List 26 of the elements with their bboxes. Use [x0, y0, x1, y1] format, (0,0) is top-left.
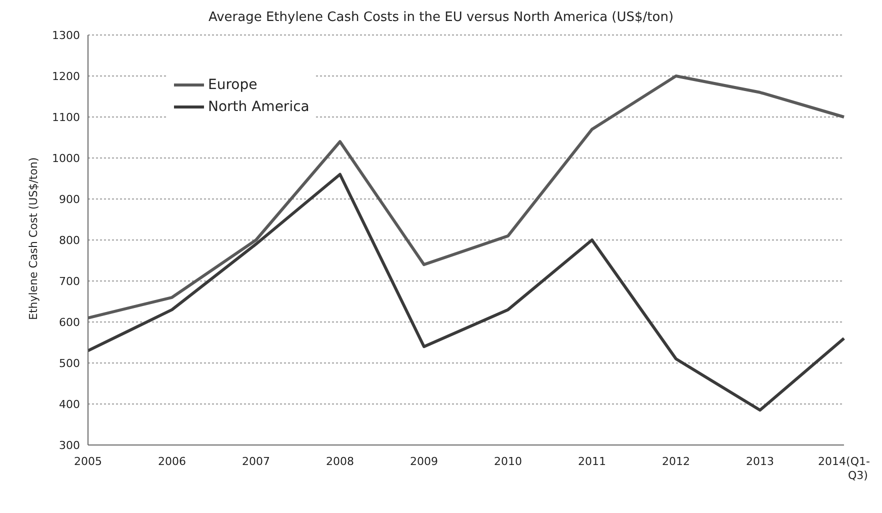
x-tick-label: 2007 — [242, 455, 270, 468]
x-tick-label: 2013 — [746, 455, 774, 468]
legend-label: Europe — [208, 76, 258, 95]
y-tick-label: 400 — [59, 398, 80, 411]
x-tick-label: 2014(Q1-Q3) — [818, 455, 870, 482]
y-tick-label: 300 — [59, 438, 80, 452]
x-tick-label: 2005 — [74, 455, 102, 468]
y-tick-label: 1200 — [52, 70, 80, 83]
line-series — [86, 172, 846, 412]
y-tick-label: 500 — [59, 356, 80, 370]
y-tick-label: 600 — [59, 316, 80, 329]
x-tick-label: 2008 — [326, 455, 354, 468]
x-tick-label: 2009 — [410, 455, 438, 468]
legend-label: North America — [208, 98, 310, 117]
y-axis-title: Ethylene Cash Cost (US$/ton) — [26, 157, 40, 320]
x-tick-label: 2011 — [578, 455, 606, 468]
y-tick-label: 1300 — [52, 28, 80, 42]
y-tick-label: 1000 — [52, 152, 80, 165]
y-tick-label: 1100 — [52, 110, 80, 124]
x-tick-label: 2012 — [662, 455, 690, 468]
x-tick-label: 2006 — [158, 455, 186, 468]
x-tick-label: 2010 — [494, 455, 522, 468]
y-tick-label: 700 — [59, 274, 80, 288]
y-tick-label: 900 — [59, 192, 80, 206]
y-tick-label: 800 — [59, 234, 80, 247]
chart-title: Average Ethylene Cash Costs in the EU versus North America (US$/ton) — [207, 10, 675, 25]
